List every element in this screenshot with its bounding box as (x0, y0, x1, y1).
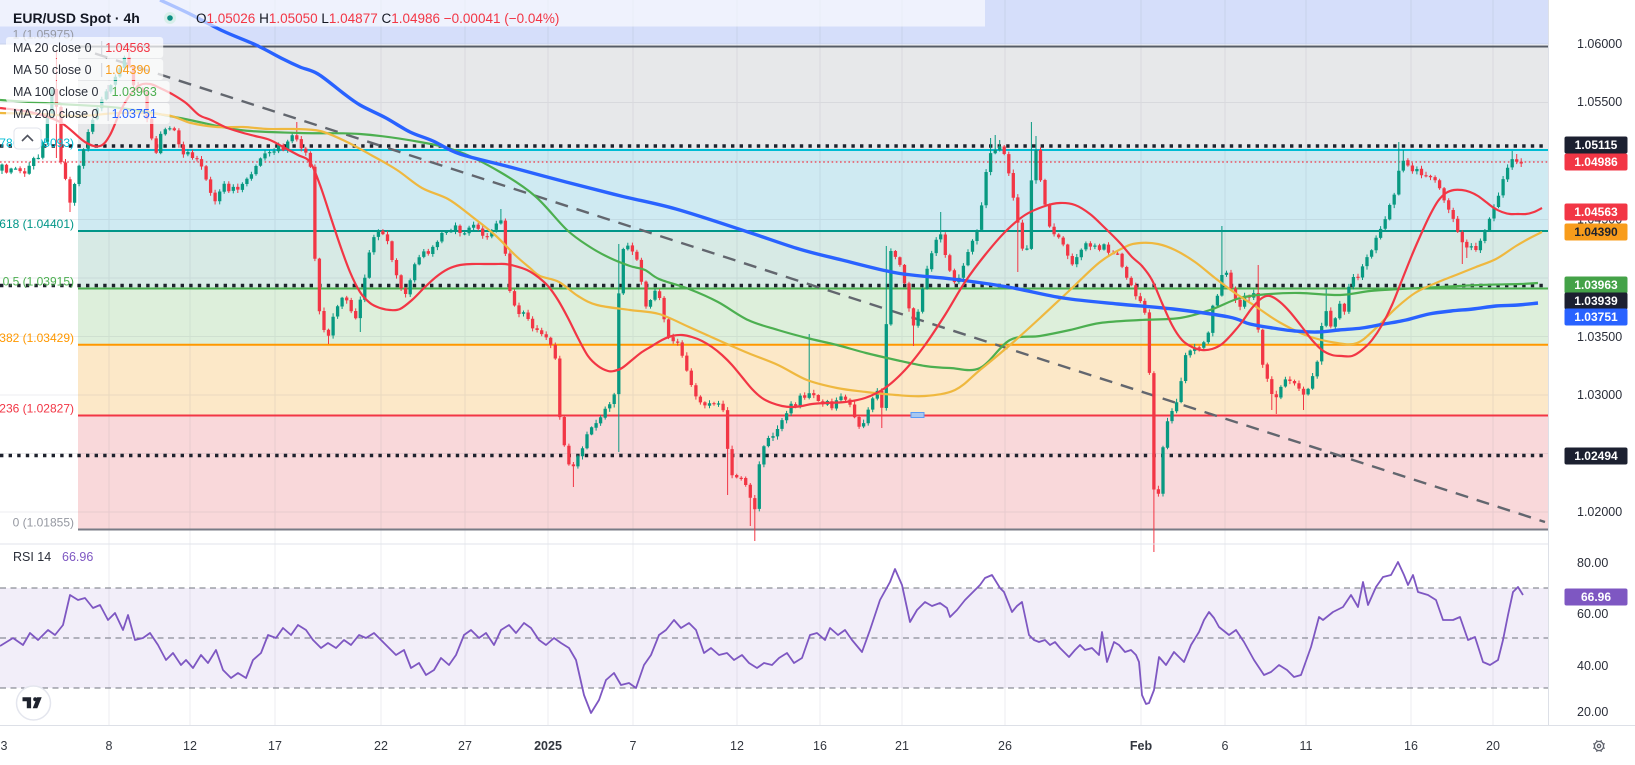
svg-text:1.04390: 1.04390 (1574, 225, 1618, 239)
svg-text:11: 11 (1300, 739, 1313, 753)
svg-text:1.03939: 1.03939 (1574, 294, 1618, 308)
svg-text:40.00: 40.00 (1577, 659, 1608, 673)
svg-text:12: 12 (183, 739, 197, 753)
svg-text:1.03000: 1.03000 (1577, 388, 1622, 402)
svg-text:60.00: 60.00 (1577, 607, 1608, 621)
svg-text:Feb: Feb (1130, 739, 1153, 753)
svg-text:6: 6 (1222, 739, 1229, 753)
svg-text:0.618 (1.04401): 0.618 (1.04401) (0, 217, 74, 231)
svg-text:7: 7 (630, 739, 637, 753)
svg-text:12: 12 (730, 739, 744, 753)
svg-text:1.03963: 1.03963 (112, 85, 157, 99)
svg-text:0 (1.01855): 0 (1.01855) (13, 516, 74, 530)
svg-text:1.06000: 1.06000 (1577, 37, 1622, 51)
svg-text:1.05115: 1.05115 (1575, 138, 1618, 152)
svg-text:20.00: 20.00 (1577, 705, 1608, 719)
svg-text:27: 27 (458, 739, 472, 753)
svg-text:RSI 14: RSI 14 (13, 550, 51, 564)
svg-text:1.03963: 1.03963 (1574, 278, 1618, 292)
svg-text:22: 22 (374, 739, 388, 753)
svg-text:8: 8 (106, 739, 113, 753)
svg-text:1.03751: 1.03751 (1574, 310, 1618, 324)
svg-text:66.96: 66.96 (1581, 590, 1611, 604)
svg-text:0.236 (1.02827): 0.236 (1.02827) (0, 402, 74, 416)
svg-text:21: 21 (895, 739, 909, 753)
svg-text:1.05500: 1.05500 (1577, 95, 1622, 109)
svg-text:O1.05026 H1.05050 L1.04877 C1.: O1.05026 H1.05050 L1.04877 C1.04986 −0.0… (196, 11, 559, 26)
svg-text:16: 16 (1404, 739, 1418, 753)
svg-text:EUR/USD Spot · 4h: EUR/USD Spot · 4h (13, 10, 140, 26)
svg-text:1.02000: 1.02000 (1577, 505, 1622, 519)
svg-text:2025: 2025 (534, 739, 562, 753)
svg-text:26: 26 (998, 739, 1012, 753)
svg-text:0.5 (1.03915): 0.5 (1.03915) (3, 275, 74, 289)
svg-text:MA 200 close 0: MA 200 close 0 (13, 107, 99, 121)
svg-text:MA 20 close 0: MA 20 close 0 (13, 41, 92, 55)
svg-text:1.04563: 1.04563 (105, 41, 150, 55)
svg-text:0.382 (1.03429): 0.382 (1.03429) (0, 331, 74, 345)
svg-text:MA 100 close 0: MA 100 close 0 (13, 85, 99, 99)
svg-text:1.04390: 1.04390 (105, 63, 150, 77)
svg-text:1.04986: 1.04986 (1574, 155, 1618, 169)
svg-text:20: 20 (1486, 739, 1500, 753)
svg-text:1.02494: 1.02494 (1574, 449, 1618, 463)
svg-text:80.00: 80.00 (1577, 556, 1608, 570)
svg-text:1.03500: 1.03500 (1577, 330, 1622, 344)
svg-text:1.03751: 1.03751 (112, 107, 157, 121)
svg-text:1.04563: 1.04563 (1574, 205, 1618, 219)
svg-text:MA 50 close 0: MA 50 close 0 (13, 63, 92, 77)
svg-text:17: 17 (268, 739, 282, 753)
svg-text:16: 16 (813, 739, 827, 753)
svg-text:3: 3 (1, 739, 8, 753)
svg-text:66.96: 66.96 (62, 550, 93, 564)
